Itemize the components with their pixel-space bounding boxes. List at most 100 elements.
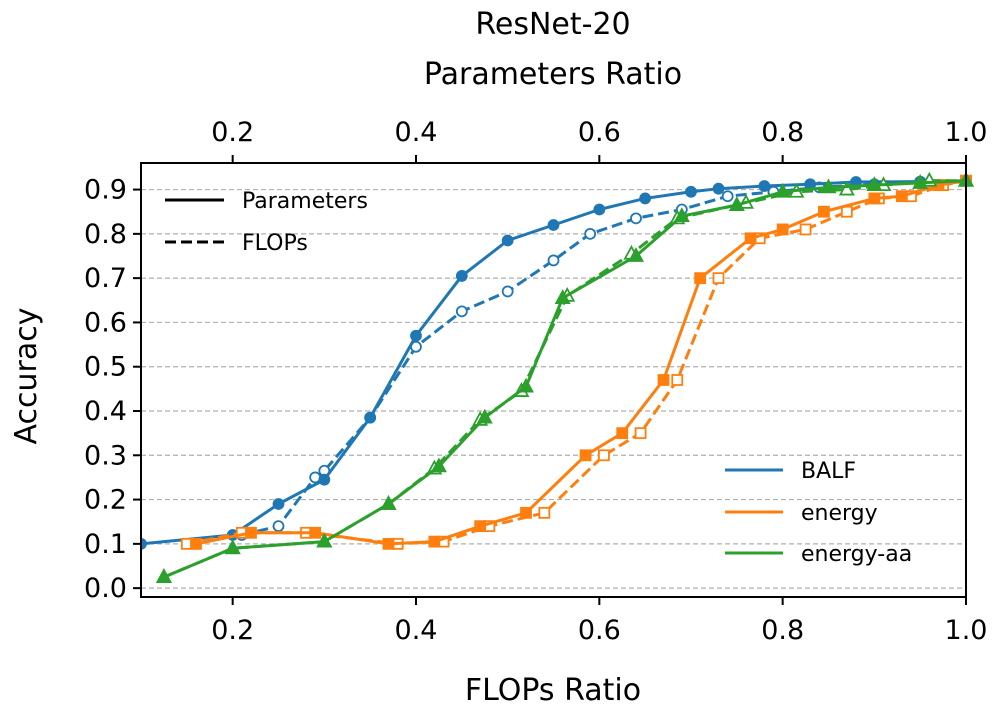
legend-energy-label: energy — [801, 501, 878, 526]
energy-parameters-point — [616, 427, 629, 440]
energy-aa-parameters-point — [224, 539, 241, 555]
y-tick-label: 0.6 — [84, 307, 127, 338]
y-tick-label: 0.7 — [84, 263, 127, 294]
energy-flops-point — [712, 272, 725, 285]
energy-parameters-point — [895, 190, 908, 203]
energy-aa-parameters-point — [430, 457, 447, 473]
ticks-layer: 0.0 0.1 0.2 0.3 0.4 0.5 0.6 0.7 0.8 0.9 0.2 0.4 0.6 0… — [84, 117, 987, 646]
energy-parameters-point — [744, 232, 757, 245]
energy-aa-parameters-point — [673, 207, 690, 223]
energy-aa-parameters-point — [517, 377, 535, 393]
x2-axis-label: Parameters Ratio — [424, 57, 682, 92]
energy-aa-parameters-point — [912, 174, 929, 189]
BALF-flops-line — [241, 179, 967, 537]
BALF-parameters-point — [455, 270, 468, 282]
energy-parameters-point — [520, 506, 532, 519]
y-tick-label: 0.3 — [84, 440, 127, 471]
BALF-parameters-point — [272, 498, 285, 510]
x-tick-label: 0.8 — [761, 615, 804, 646]
energy-flops-point — [840, 205, 853, 218]
x2-tick-label: 0.2 — [211, 117, 254, 148]
legend-parameters-label: Parameters — [242, 189, 368, 214]
energy-parameters-point — [776, 223, 789, 236]
energy-flops-point — [634, 427, 647, 440]
energy-parameters-point — [474, 520, 487, 533]
energy-parameters-point — [818, 205, 830, 218]
BALF-flops-point — [584, 227, 597, 240]
energy-aa-parameters-point — [380, 495, 397, 510]
energy-aa-parameters-point — [728, 196, 745, 211]
energy-aa-parameters-point — [155, 568, 172, 583]
BALF-parameters-point — [712, 182, 725, 195]
chart-title: ResNet-20 — [475, 7, 630, 42]
series-energy — [180, 174, 972, 550]
BALF-parameters-point — [547, 219, 560, 231]
energy-parameters-line — [195, 179, 967, 546]
BALF-parameters-point — [410, 329, 422, 342]
BALF-flops-point — [501, 285, 514, 298]
BALF-parameters-point — [501, 234, 514, 247]
style-legend: Parameters FLOPs — [165, 189, 368, 256]
BALF-flops-point — [547, 254, 560, 267]
x-tick-label: 0.2 — [211, 615, 254, 646]
x2-tick-label: 0.4 — [395, 117, 438, 148]
plot-frame — [140, 162, 967, 598]
y-tick-label: 0.1 — [84, 529, 127, 560]
energy-parameters-point — [657, 374, 670, 386]
x2-tick-label: 1.0 — [945, 117, 988, 148]
energy-parameters-point — [428, 535, 441, 548]
energy-aa-parameters-point — [554, 289, 571, 304]
x-axis-label: FLOPs Ratio — [465, 673, 641, 708]
y-tick-label: 0.2 — [84, 485, 127, 516]
BALF-flops-point — [721, 190, 734, 203]
BALF-flops-point — [272, 520, 285, 533]
energy-aa-parameters-point — [866, 176, 883, 192]
legend-flops-label: FLOPs — [242, 231, 308, 256]
series-layer — [141, 171, 975, 583]
x-tick-label: 0.6 — [578, 615, 621, 646]
BALF-parameters-line — [141, 179, 967, 546]
x-tick-label: 1.0 — [945, 615, 988, 646]
BALF-parameters-point — [318, 473, 331, 486]
x-tick-label: 0.4 — [395, 615, 438, 646]
BALF-flops-point — [630, 212, 642, 225]
y-tick-label: 0.0 — [84, 573, 127, 604]
energy-flops-point — [671, 374, 684, 386]
legend-energy-aa-label: energy-aa — [801, 542, 912, 567]
energy-aa-parameters-point — [476, 408, 493, 424]
BALF-parameters-point — [758, 180, 771, 192]
energy-aa-parameters-line — [163, 179, 967, 579]
energy-parameters-point — [309, 526, 322, 539]
energy-parameters-point — [190, 537, 202, 550]
BALF-parameters-point — [639, 192, 652, 205]
energy-parameters-point — [694, 272, 707, 285]
y-axis-label: Accuracy — [9, 308, 44, 445]
BALF-parameters-point — [685, 185, 697, 198]
energy-aa-parameters-point — [820, 178, 837, 194]
energy-parameters-point — [579, 449, 592, 462]
x2-tick-label: 0.8 — [761, 117, 804, 148]
BALF-parameters-point — [593, 203, 606, 216]
BALF-flops-point — [455, 305, 468, 318]
energy-parameters-point — [382, 537, 395, 550]
legend-balf-label: BALF — [801, 459, 856, 484]
energy-flops-point — [799, 223, 812, 236]
energy-aa-parameters-point — [316, 532, 333, 548]
x2-tick-label: 0.6 — [578, 117, 621, 148]
energy-parameters-point — [245, 526, 257, 539]
energy-flops-point — [598, 449, 610, 462]
energy-aa-flops-point — [838, 180, 855, 196]
energy-parameters-point — [868, 192, 881, 205]
energy-aa-parameters-point — [627, 247, 645, 262]
series-energy-aa — [155, 171, 975, 583]
y-tick-label: 0.9 — [84, 175, 127, 206]
BALF-parameters-point — [141, 537, 147, 550]
BALF-parameters-point — [364, 411, 377, 424]
y-tick-label: 0.4 — [84, 396, 127, 427]
y-tick-label: 0.8 — [84, 219, 127, 250]
series-BALF — [141, 174, 972, 550]
energy-aa-parameters-point — [774, 182, 791, 198]
energy-flops-point — [538, 506, 551, 519]
series-legend: BALF energy energy-aa — [725, 459, 912, 567]
